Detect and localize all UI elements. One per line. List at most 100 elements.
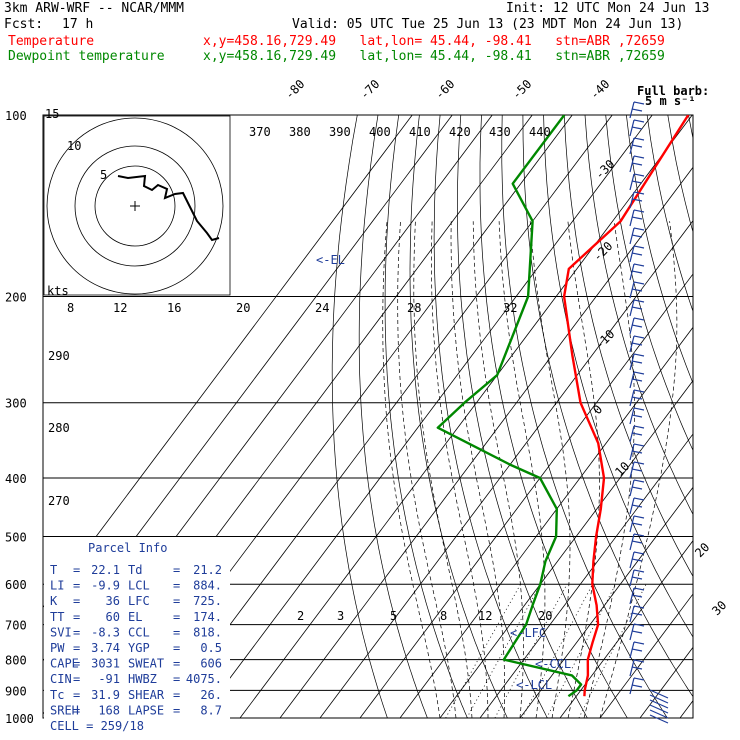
dry-adiabat-line xyxy=(563,115,693,578)
isotherm-line xyxy=(559,540,693,719)
isotherm-label: -30 xyxy=(592,157,617,182)
wind-barb-flag xyxy=(633,137,645,141)
wind-barb-flag xyxy=(631,396,643,400)
isotherm-line xyxy=(319,219,693,719)
dry-adiabat-line xyxy=(543,115,693,638)
forecast-label: Fcst: xyxy=(4,17,44,32)
parcel-eq: = xyxy=(73,688,80,702)
dry-adiabat-line xyxy=(433,115,548,719)
hodograph-trace xyxy=(117,174,220,242)
parcel-eq: = xyxy=(73,703,80,717)
wind-barb-flag xyxy=(631,414,643,418)
wind-barb xyxy=(629,389,635,407)
mixing-ratio-label: 20 xyxy=(538,609,552,623)
wind-barb-flag xyxy=(631,270,643,274)
level-annotation: <-EL xyxy=(316,253,345,267)
wind-barb xyxy=(629,623,635,641)
wind-barb xyxy=(629,137,635,155)
parcel-eq: = xyxy=(173,672,180,686)
wind-barb xyxy=(629,497,635,515)
isotherm-line xyxy=(239,115,693,719)
parcel-eq: = xyxy=(173,579,180,593)
parcel-eq: = xyxy=(73,672,80,686)
mixing-ratio-label: 5 xyxy=(390,609,397,623)
hodograph-ring xyxy=(74,145,196,267)
wind-barb-flag xyxy=(633,677,645,681)
wind-barb-flag xyxy=(631,108,643,112)
moist-adiabat-line xyxy=(583,221,635,719)
temperature-trace xyxy=(562,115,690,697)
parcel-eq: = xyxy=(73,625,80,639)
wind-barb xyxy=(629,659,635,677)
wind-barb-flag xyxy=(631,450,643,454)
wind-barb-flag xyxy=(633,569,645,573)
parcel-eq: = xyxy=(73,610,80,624)
parcel-eq: = xyxy=(173,657,180,671)
wind-barb-flag xyxy=(631,576,643,580)
dry-adiabat-line xyxy=(688,115,693,141)
mixing-ratio-line xyxy=(546,584,617,719)
mixing-ratio-label: 2 xyxy=(297,609,304,623)
isotherm-line xyxy=(639,646,693,719)
parcel-key: SVI xyxy=(50,625,72,639)
wind-barb xyxy=(629,569,635,587)
dry-adiabat-line xyxy=(479,115,628,719)
parcel-key: LFC xyxy=(128,594,150,608)
dry-adiabat-line xyxy=(358,115,428,719)
parcel-key: Td xyxy=(128,563,142,577)
wind-barb-flag xyxy=(631,360,643,364)
wind-barb xyxy=(629,641,635,659)
pressure-tick-label: 300 xyxy=(5,397,27,411)
wind-barb xyxy=(629,443,635,461)
parcel-info: Parcel Info T = 22.1 Td = 21.2 LI = -9.9 LCL = 884. K… xyxy=(44,537,230,733)
isotherm-line xyxy=(43,115,413,608)
isotherm-line xyxy=(439,379,693,719)
wind-barb xyxy=(629,515,635,533)
wind-barb-flag xyxy=(633,479,645,483)
parcel-eq: = xyxy=(73,579,80,593)
wind-barb-flag xyxy=(633,389,645,393)
pressure-tick-label: 800 xyxy=(5,654,27,668)
parcel-key: EL xyxy=(128,610,142,624)
parcel-key: YGP xyxy=(128,641,150,655)
wind-barb xyxy=(629,371,635,389)
isotherm-line xyxy=(479,433,693,719)
parcel-value: 4075. xyxy=(186,672,222,686)
parcel-value: 36 xyxy=(106,594,120,608)
dry-adiabat-line xyxy=(501,115,668,719)
wind-barb xyxy=(629,353,635,371)
moist-adiabat-line xyxy=(450,221,505,719)
wind-barb-flag xyxy=(633,335,645,339)
isotherm-line xyxy=(359,273,693,719)
wind-barb-flag xyxy=(631,378,643,382)
hodograph-ring-label: 5 xyxy=(100,168,107,182)
wind-barb xyxy=(629,533,635,551)
wind-barb-flag xyxy=(631,180,643,184)
wind-barb-flag xyxy=(631,234,643,238)
wind-barb xyxy=(629,191,635,209)
dry-adiabat-line xyxy=(626,115,693,385)
wind-barb-flag xyxy=(631,504,643,508)
mixing-ratio-line xyxy=(521,584,593,719)
parcel-box xyxy=(44,537,230,729)
header: 3km ARW-WRF -- NCAR/MMM Init: 12 UTC Mon… xyxy=(0,0,740,70)
wind-barb-flag xyxy=(631,594,643,598)
profiles xyxy=(436,115,690,698)
wind-barb xyxy=(629,299,635,317)
wind-barb xyxy=(649,694,669,704)
wind-barb-flag xyxy=(631,648,643,652)
wind-barb xyxy=(629,587,635,605)
wind-barb-flag xyxy=(631,198,643,202)
dry-adiabat-line xyxy=(331,115,388,719)
wind-barb-flag xyxy=(633,155,645,159)
wind-barb-flag xyxy=(633,281,645,285)
moist-adiabat-line xyxy=(382,221,441,719)
hodograph: 15 10 5 kts xyxy=(43,107,231,298)
wind-speed-label: 8 xyxy=(67,301,74,315)
wind-barb xyxy=(629,605,635,623)
wind-barb-flag xyxy=(633,245,645,249)
wind-barb-flag xyxy=(631,486,643,490)
parcel-value: -8.3 xyxy=(91,625,120,639)
isotherm-line xyxy=(399,326,693,719)
